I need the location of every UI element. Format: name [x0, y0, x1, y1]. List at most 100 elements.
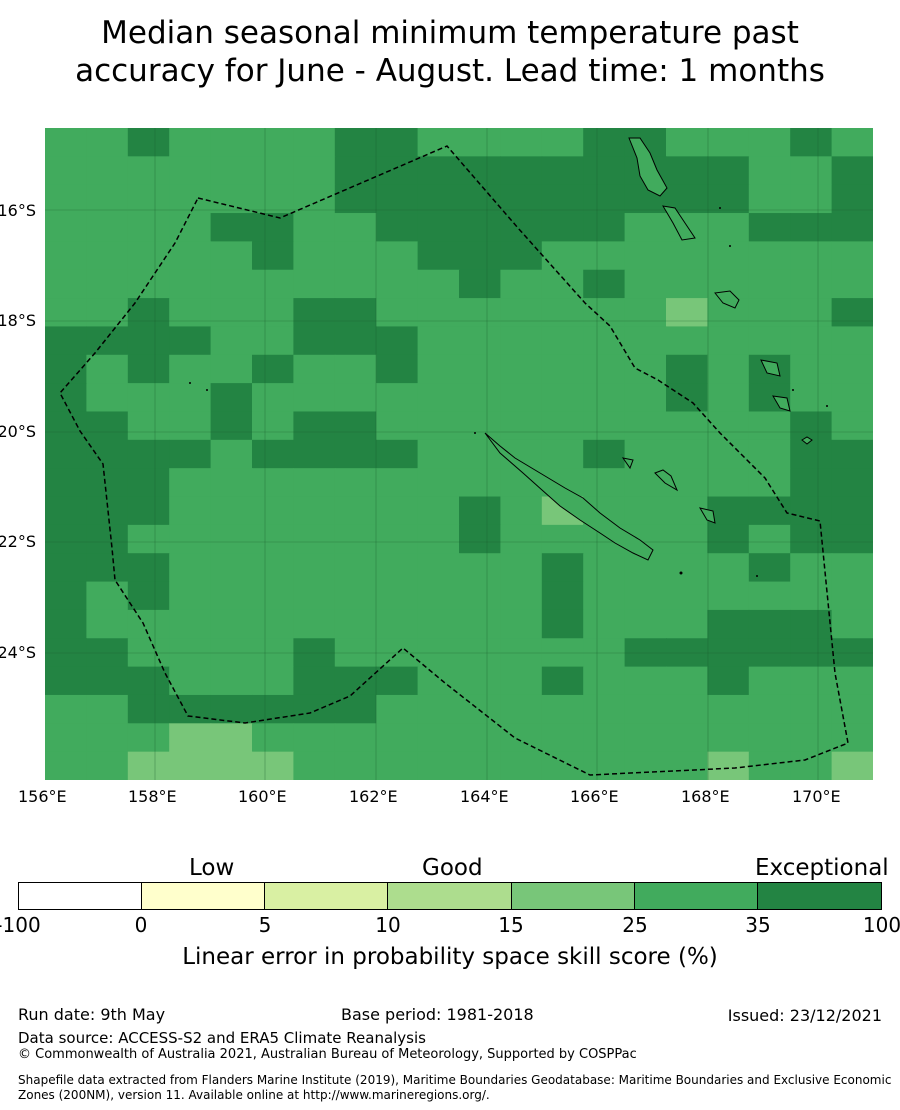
skill-cell — [707, 666, 750, 696]
skill-cell — [334, 609, 377, 639]
skill-cell — [459, 496, 501, 526]
skill-cell — [334, 581, 377, 611]
skill-cell — [252, 383, 294, 413]
skill-cell — [334, 156, 377, 186]
skill-cell — [169, 383, 212, 413]
skill-cell — [541, 723, 584, 753]
skill-cell — [583, 666, 626, 696]
skill-cell — [334, 383, 377, 413]
skill-cell — [127, 326, 170, 356]
skill-cell — [748, 581, 791, 611]
skill-cell — [666, 439, 708, 469]
lon-label-160e: 160°E — [238, 787, 287, 806]
skill-cell — [748, 269, 791, 299]
skill-cell — [376, 581, 419, 611]
skill-cell — [334, 241, 377, 271]
skill-cell — [541, 213, 584, 242]
skill-cell — [583, 213, 626, 242]
skill-cell — [541, 326, 584, 356]
skill-cell — [169, 439, 212, 469]
skill-cell — [86, 213, 129, 242]
skill-cell — [86, 241, 129, 271]
skill-cell — [624, 383, 667, 413]
skill-grid-cells — [45, 128, 873, 780]
skill-cell — [541, 241, 584, 271]
lifou-outline — [654, 469, 679, 492]
skill-cell — [210, 553, 253, 583]
skill-cell — [334, 411, 377, 441]
skill-cell — [500, 723, 543, 753]
skill-cell — [748, 184, 791, 214]
skill-cell — [169, 298, 212, 328]
colorbar-segment — [388, 883, 512, 909]
skill-cell — [376, 269, 419, 299]
skill-cell — [500, 269, 543, 299]
erromango-outline — [772, 395, 791, 412]
skill-cell — [127, 156, 170, 186]
skill-cell — [707, 213, 750, 242]
skill-cell — [252, 241, 294, 271]
skill-cell — [252, 468, 294, 498]
skill-cell — [459, 666, 501, 696]
skill-cell — [831, 496, 873, 526]
skill-cell — [417, 298, 460, 328]
skill-cell — [334, 553, 377, 583]
skill-cell — [86, 354, 129, 384]
skill-map — [45, 128, 873, 780]
skill-cell — [86, 609, 129, 639]
skill-cell — [459, 609, 501, 639]
skill-cell — [334, 751, 377, 780]
skill-cell — [666, 354, 708, 384]
skill-cell — [831, 156, 873, 186]
colorbar-segment — [141, 883, 266, 909]
skill-cell — [376, 298, 419, 328]
skill-cell — [86, 439, 129, 469]
skill-cell — [417, 468, 460, 498]
skill-cell — [707, 553, 750, 583]
skill-cell — [790, 241, 833, 271]
skill-cell — [334, 298, 377, 328]
skill-cell — [86, 269, 129, 299]
skill-cell — [583, 156, 626, 186]
colorbar-segment — [758, 883, 882, 909]
skill-cell — [707, 128, 750, 157]
skill-cell — [127, 609, 170, 639]
skill-cell — [376, 666, 419, 696]
skill-cell — [169, 128, 212, 157]
skill-cell — [45, 354, 87, 384]
skill-cell — [127, 383, 170, 413]
skill-cell — [748, 213, 791, 242]
skill-cell — [252, 694, 294, 724]
skill-cell — [417, 751, 460, 780]
skill-cell — [376, 524, 419, 554]
skill-cell — [210, 609, 253, 639]
skill-cell — [417, 383, 460, 413]
skill-cell — [790, 751, 833, 780]
issued-date: Issued: 23/12/2021 — [727, 1006, 882, 1025]
lon-label-168e: 168°E — [681, 787, 730, 806]
lon-label-164e: 164°E — [460, 787, 509, 806]
skill-cell — [293, 723, 336, 753]
skill-cell — [169, 411, 212, 441]
data-source: Data source: ACCESS-S2 and ERA5 Climate … — [18, 1029, 426, 1047]
skill-cell — [169, 609, 212, 639]
skill-cell — [376, 723, 419, 753]
lon-label-162e: 162°E — [349, 787, 398, 806]
skill-cell — [417, 326, 460, 356]
skill-cell — [45, 694, 87, 724]
skill-cell — [790, 326, 833, 356]
skill-cell — [583, 128, 626, 157]
skill-cell — [624, 496, 667, 526]
skill-cell — [790, 354, 833, 384]
skill-cell — [459, 326, 501, 356]
skill-cell — [293, 439, 336, 469]
ouvea-outline — [621, 457, 634, 470]
skill-cell — [334, 694, 377, 724]
skill-cell — [831, 411, 873, 441]
skill-cell — [86, 524, 129, 554]
skill-cell — [210, 326, 253, 356]
skill-cell — [417, 694, 460, 724]
skill-cell — [334, 213, 377, 242]
skill-cell — [500, 524, 543, 554]
skill-cell — [666, 241, 708, 271]
